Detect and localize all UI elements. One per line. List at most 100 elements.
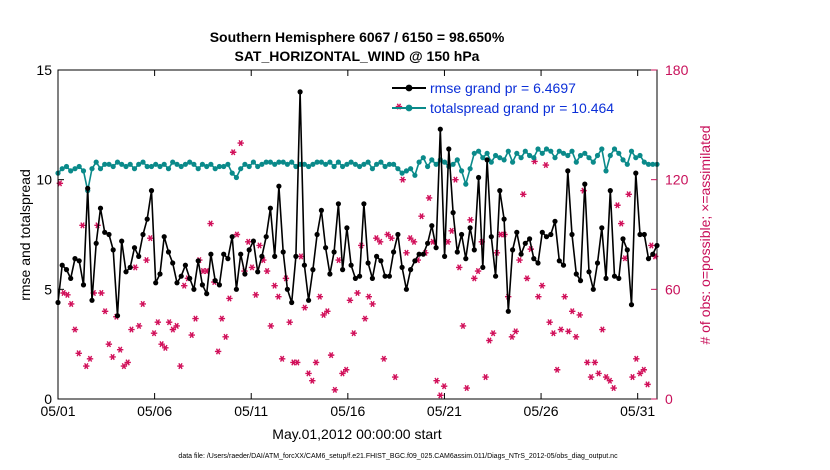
- obs-marker: [391, 373, 399, 381]
- obs-marker: [448, 227, 455, 234]
- spread-point: [136, 161, 142, 167]
- rmse-point: [391, 249, 397, 255]
- spread-point: [369, 166, 375, 172]
- spread-point: [641, 159, 647, 165]
- rmse-line: [57, 91, 658, 316]
- rmse-point: [509, 247, 516, 253]
- obs-marker: [440, 383, 448, 390]
- obs-marker: [233, 231, 241, 238]
- spread-point: [522, 148, 528, 154]
- spread-point: [246, 163, 252, 170]
- spread-point: [352, 161, 358, 167]
- x-tick-label: 05/11: [234, 403, 268, 419]
- obs-marker: [456, 264, 463, 271]
- spread-point: [327, 159, 333, 165]
- obs-marker: [305, 370, 312, 377]
- x-axis-label: May.01,2012 00:00:00 start: [272, 426, 442, 442]
- obs-marker: [271, 282, 278, 289]
- legend: rmse grand pr = 6.4697 totalspread grand…: [392, 80, 614, 116]
- spread-point: [565, 152, 571, 159]
- spread-point: [314, 159, 320, 165]
- spread-point: [463, 181, 469, 187]
- rmse-point: [344, 225, 350, 231]
- obs-marker: [633, 355, 640, 362]
- obs-marker: [324, 308, 331, 315]
- rmse-point: [102, 229, 108, 235]
- spread-point: [577, 152, 584, 159]
- rmse-point: [250, 238, 256, 244]
- obs-marker: [433, 377, 440, 384]
- axis-ticks: 05/01 05/06 05/11 05/16 05/21 05/26 05/31 0 5 10 1…: [36, 62, 688, 419]
- chart-subtitle: SAT_HORIZONTAL_WIND @ 150 hPa: [235, 48, 480, 64]
- spread-point: [514, 150, 520, 156]
- spread-point: [148, 163, 155, 170]
- obs-marker: [410, 238, 418, 245]
- obs-marker: [143, 256, 150, 264]
- rmse-point: [284, 286, 290, 292]
- spread-point: [229, 170, 235, 176]
- rmse-point: [80, 282, 87, 288]
- rmse-point: [429, 223, 435, 229]
- obs-marker: [621, 255, 629, 262]
- obs-marker: [576, 311, 583, 319]
- obs-marker: [459, 322, 467, 330]
- rmse-point: [586, 269, 592, 275]
- obs-marker: [320, 311, 327, 319]
- spread-point: [633, 155, 639, 161]
- spread-point: [165, 166, 172, 172]
- obs-marker: [553, 366, 561, 373]
- obs-marker: [407, 235, 414, 242]
- spread-point: [531, 155, 537, 161]
- spread-point: [645, 161, 652, 167]
- rmse-point: [331, 249, 337, 255]
- y-right-tick-label: 60: [665, 281, 681, 297]
- obs-marker: [523, 275, 531, 282]
- rmse-point: [306, 297, 312, 303]
- spread-point: [471, 150, 477, 156]
- spread-point: [403, 168, 409, 174]
- rmse-point: [280, 249, 286, 255]
- rmse-point: [476, 174, 482, 181]
- spread-point: [344, 161, 350, 167]
- spread-point: [318, 159, 324, 165]
- rmse-point: [645, 256, 652, 262]
- spread-point: [225, 161, 231, 167]
- rmse-point: [136, 253, 142, 259]
- rmse-point: [72, 256, 78, 262]
- spread-point: [556, 148, 562, 154]
- spread-point: [68, 168, 74, 174]
- legend-rmse-label: rmse grand pr = 6.4697: [430, 80, 576, 96]
- rmse-point: [471, 247, 477, 253]
- obs-marker: [128, 326, 135, 333]
- spread-point: [611, 146, 618, 152]
- x-tick-label: 05/06: [137, 403, 172, 419]
- rmse-point: [437, 126, 443, 132]
- rmse-point: [195, 258, 201, 264]
- obs-marker: [105, 341, 113, 348]
- spread-point: [560, 150, 567, 156]
- rmse-point: [565, 168, 571, 174]
- rmse-point: [552, 218, 558, 224]
- rmse-point: [395, 231, 401, 238]
- spread-point: [425, 163, 431, 170]
- spread-point: [191, 161, 197, 167]
- rmse-point: [628, 302, 635, 308]
- obs-marker: [425, 194, 433, 202]
- obs-marker: [214, 348, 222, 355]
- rmse-point: [599, 225, 605, 231]
- spread-point: [174, 161, 180, 167]
- obs-marker: [64, 291, 71, 298]
- rmse-point: [446, 146, 452, 152]
- obs-marker: [373, 235, 380, 242]
- spread-point: [263, 159, 269, 165]
- rmse-point: [119, 238, 125, 244]
- rmse-point: [514, 229, 520, 235]
- rmse-point: [543, 234, 550, 240]
- obs-marker: [599, 326, 606, 333]
- rmse-point: [323, 245, 329, 251]
- obs-marker: [512, 328, 519, 335]
- obs-marker: [192, 315, 199, 322]
- spread-point: [267, 159, 273, 165]
- rmse-point: [361, 201, 367, 207]
- obs-marker: [452, 176, 459, 183]
